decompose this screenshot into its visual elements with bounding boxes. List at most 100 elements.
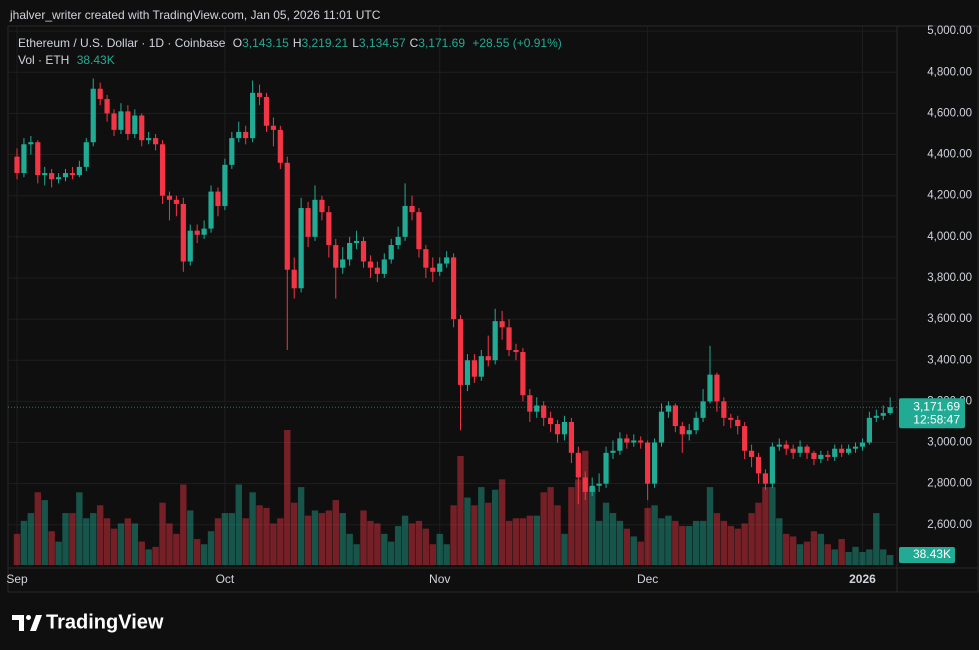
candle-body — [21, 144, 27, 174]
volume-bar — [360, 510, 367, 565]
candle-body — [457, 319, 464, 385]
candle-body — [700, 401, 706, 418]
volume-bar — [755, 502, 762, 565]
candle-body — [353, 240, 360, 244]
volume-bar — [408, 523, 416, 565]
volume-bar — [346, 533, 353, 565]
candle-body — [367, 261, 374, 268]
volume-bar — [62, 513, 69, 565]
candle-body — [658, 411, 665, 443]
ohlc-key: O — [232, 36, 243, 50]
volume-bar — [741, 523, 748, 565]
volume-bar — [679, 526, 686, 565]
volume-bar — [207, 531, 215, 565]
candle-body — [672, 405, 678, 427]
volume-bar — [554, 505, 561, 565]
y-tick-label: 2,600.00 — [927, 519, 972, 531]
volume-bar — [706, 487, 714, 565]
candle-body — [409, 205, 415, 213]
volume-bar — [672, 520, 679, 565]
volume-bar — [498, 479, 506, 565]
volume-bar — [145, 549, 152, 565]
volume-bar — [838, 539, 845, 565]
candle-body — [554, 424, 561, 435]
candle-body — [194, 230, 200, 235]
volume-bar — [394, 526, 402, 565]
top-strip — [0, 0, 979, 26]
candle-body — [173, 199, 179, 204]
volume-bar — [609, 513, 617, 565]
volume-bar — [256, 505, 263, 565]
candle-body — [305, 208, 311, 237]
volume-bar — [200, 544, 208, 565]
candle-body — [575, 452, 581, 478]
candle-body — [707, 374, 713, 402]
candle-body — [270, 125, 277, 130]
candle-body — [374, 267, 380, 274]
volume-bar — [353, 544, 360, 565]
volume-bar — [540, 492, 547, 565]
ohlc-value: 3,171.69 — [418, 36, 466, 50]
x-tick-label: 2026 — [849, 572, 876, 586]
candle-body — [14, 156, 20, 174]
volume-bar — [235, 484, 242, 565]
candle-body — [506, 327, 512, 350]
y-tick-label: 5,000.00 — [927, 25, 972, 37]
y-tick-label: 3,000.00 — [927, 437, 972, 449]
volume-bar — [789, 536, 797, 565]
volume-bar — [686, 526, 693, 565]
candle-body — [464, 360, 471, 385]
candle-body — [49, 173, 55, 180]
candle-body — [450, 257, 457, 320]
candle-body — [55, 177, 62, 180]
candle-body — [35, 142, 41, 176]
candles — [14, 78, 893, 505]
candle-body — [748, 450, 755, 457]
candle-body — [638, 440, 644, 443]
volume-bar — [332, 500, 339, 565]
volume-bar — [367, 520, 374, 565]
volume-bar — [824, 544, 832, 565]
volume-bar — [76, 492, 83, 565]
candle-body — [83, 142, 89, 167]
volume-bar — [415, 520, 423, 565]
candle-body — [62, 173, 69, 178]
volume-bar — [471, 505, 478, 565]
candle-body — [859, 442, 866, 447]
candle-body — [846, 448, 852, 453]
candle-body — [256, 92, 263, 97]
volume-bar — [478, 487, 485, 565]
candle-body — [804, 446, 810, 453]
volume-bar — [187, 510, 194, 565]
candle-body — [42, 173, 48, 176]
candle-body — [651, 442, 658, 484]
candle-body — [485, 356, 491, 361]
volume-bar — [124, 518, 132, 565]
volume-bar — [575, 479, 582, 565]
candle-body — [90, 88, 96, 143]
y-tick-label: 3,600.00 — [927, 313, 972, 325]
volume-bar — [748, 513, 755, 565]
candle-body — [665, 405, 672, 412]
candle-body — [153, 138, 159, 145]
volume-bar — [852, 546, 859, 565]
volume-bar — [117, 523, 125, 565]
candle-body — [28, 142, 34, 145]
candle-body — [617, 438, 623, 451]
candle-body — [381, 259, 387, 274]
candle-body — [686, 430, 692, 435]
candle-body — [818, 454, 824, 459]
volume-bar — [699, 520, 707, 565]
candle-body — [534, 405, 540, 412]
y-tick-label: 4,800.00 — [927, 66, 972, 78]
legend-main: Ethereum / U.S. Dollar · 1D · Coinbase O… — [18, 36, 562, 50]
candle-body — [610, 450, 616, 453]
candle-body — [873, 415, 879, 418]
volume-bar — [138, 541, 145, 565]
candle-body — [201, 228, 207, 235]
volume-bar — [180, 484, 187, 565]
logo: TradingView — [12, 611, 164, 633]
candle-body — [471, 360, 477, 377]
candle-body — [208, 191, 214, 229]
volume-bar — [318, 513, 326, 565]
